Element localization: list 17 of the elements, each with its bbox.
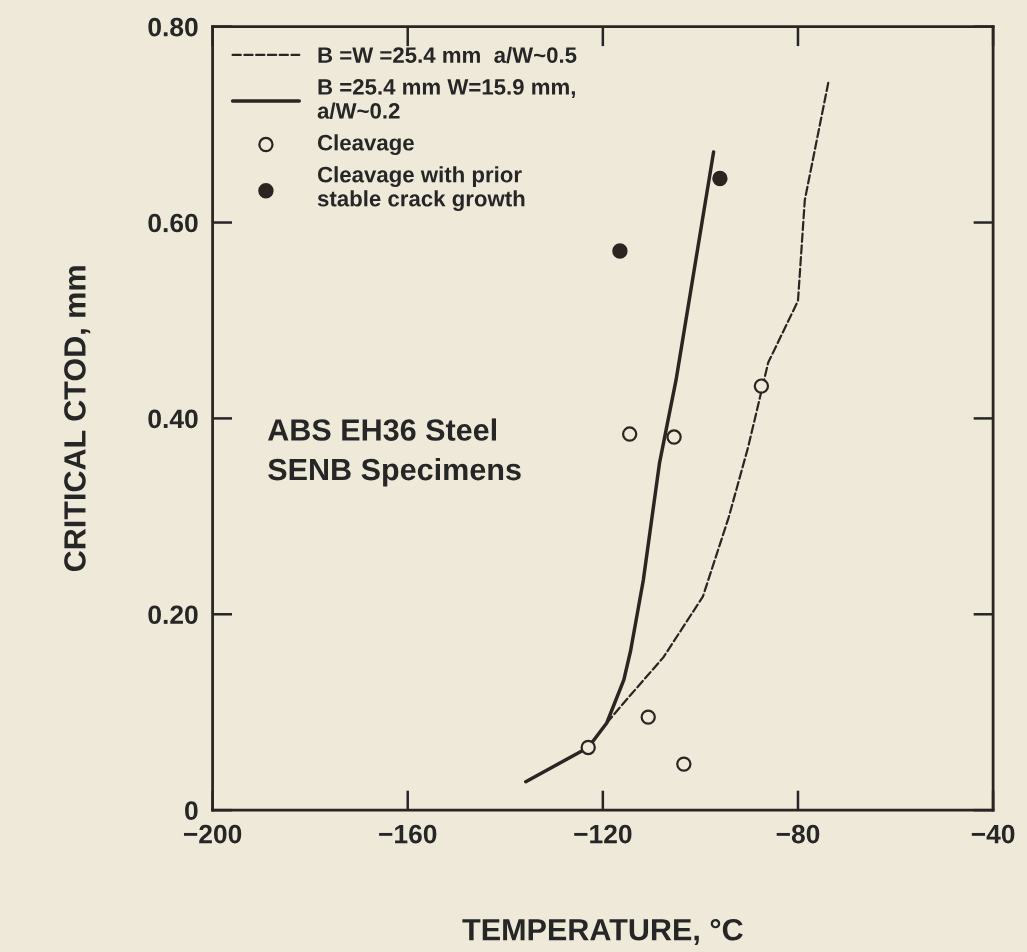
legend-label: B =W =25.4 mm a/W~0.5: [318, 46, 577, 64]
legend-label: Cleavage: [317, 134, 414, 156]
x-axis-title: TEMPERATURE, °C: [462, 918, 743, 945]
legend-label: B =25.4 mm W=15.9 mm, a/W~0.2: [317, 79, 575, 119]
y-axis-title: CRITICAL CTOD, mm: [64, 266, 91, 572]
y-tick-label: 0.60: [148, 213, 198, 233]
x-tick-label: −80: [776, 824, 820, 844]
x-tick-label: −160: [379, 824, 437, 844]
y-tick-label: 0: [185, 801, 198, 820]
x-tick-label: −40: [971, 824, 1015, 844]
y-tick-label: 0.40: [148, 409, 198, 429]
x-tick-label: −200: [183, 824, 242, 844]
legend-label: Cleavage with prior stable crack growth: [317, 166, 525, 212]
annotation: ABS EH36 Steel SENB Specimens: [267, 418, 521, 487]
x-tick-label: −120: [574, 824, 632, 844]
y-tick-label: 0.20: [148, 605, 198, 625]
y-tick-label: 0.80: [148, 17, 198, 37]
